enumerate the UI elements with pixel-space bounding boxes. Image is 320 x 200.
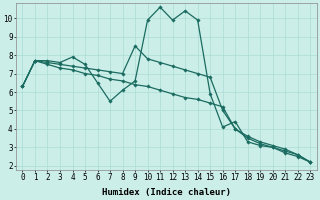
X-axis label: Humidex (Indice chaleur): Humidex (Indice chaleur) — [102, 188, 231, 197]
